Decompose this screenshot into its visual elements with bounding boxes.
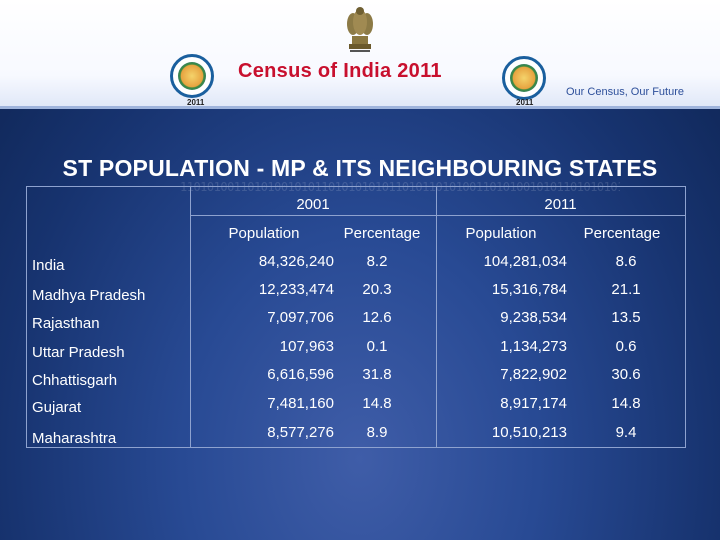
year-header-2001: 2001: [296, 196, 330, 213]
percentage-2001: 14.8: [362, 395, 392, 412]
header-banner: 2011 Census of India 2011 2011 Our Censu…: [0, 0, 720, 108]
column-header-population-2001: Population: [228, 225, 300, 242]
census-logo-left-icon: [170, 54, 214, 98]
population-2011: 10,510,213: [491, 424, 567, 441]
population-2001: 6,616,596: [267, 366, 334, 383]
header-divider: [0, 106, 720, 109]
row-label: Madhya Pradesh: [32, 287, 146, 304]
population-2001: 7,097,706: [267, 309, 334, 326]
national-emblem-icon: [347, 7, 373, 52]
population-2011: 9,238,534: [500, 309, 567, 326]
binary-pattern-decoration: 1101010011010100101011010101010110101101…: [180, 180, 620, 194]
tagline: Our Census, Our Future: [566, 86, 684, 98]
percentage-2001: 31.8: [362, 366, 392, 383]
population-2001: 107,963: [279, 338, 334, 355]
percentage-2001: 12.6: [362, 309, 392, 326]
column-header-percentage-2001: Percentage: [343, 225, 421, 242]
percentage-2011: 9.4: [615, 424, 637, 441]
percentage-2001: 0.1: [366, 338, 388, 355]
row-label: India: [32, 257, 65, 274]
table-divider: [436, 187, 437, 447]
population-2001: 7,481,160: [267, 395, 334, 412]
page-title: ST POPULATION - MP & ITS NEIGHBOURING ST…: [62, 155, 658, 181]
table-divider: [190, 215, 685, 216]
table-divider: [685, 187, 686, 447]
data-table: 2001 2011 Population Percentage Populati…: [26, 186, 686, 448]
percentage-2001: 20.3: [362, 281, 392, 298]
column-header-percentage-2011: Percentage: [583, 225, 661, 242]
percentage-2011: 30.6: [611, 366, 641, 383]
population-2011: 7,822,902: [500, 366, 567, 383]
logo-year-right: 2011: [516, 98, 534, 107]
population-2011: 15,316,784: [491, 281, 567, 298]
population-2011: 8,917,174: [500, 395, 567, 412]
logo-year-left: 2011: [187, 98, 205, 107]
percentage-2011: 13.5: [611, 309, 641, 326]
row-label: Maharashtra: [32, 430, 117, 447]
percentage-2011: 0.6: [615, 338, 637, 355]
percentage-2011: 21.1: [611, 281, 641, 298]
population-2011: 104,281,034: [483, 253, 567, 270]
census-logo-right-icon: [502, 56, 546, 100]
column-header-population-2011: Population: [465, 225, 537, 242]
row-label: Chhattisgarh: [32, 372, 118, 389]
row-label: Uttar Pradesh: [32, 344, 125, 361]
row-label: Rajasthan: [32, 315, 100, 332]
percentage-2001: 8.2: [366, 253, 388, 270]
population-2001: 84,326,240: [258, 253, 334, 270]
year-header-2011: 2011: [544, 196, 577, 213]
population-2011: 1,134,273: [500, 338, 567, 355]
census-title: Census of India 2011: [238, 60, 442, 82]
percentage-2011: 14.8: [611, 395, 641, 412]
row-label: Gujarat: [32, 399, 82, 416]
population-2001: 12,233,474: [258, 281, 334, 298]
percentage-2011: 8.6: [615, 253, 637, 270]
table-divider: [190, 187, 191, 447]
population-2001: 8,577,276: [267, 424, 334, 441]
percentage-2001: 8.9: [366, 424, 388, 441]
